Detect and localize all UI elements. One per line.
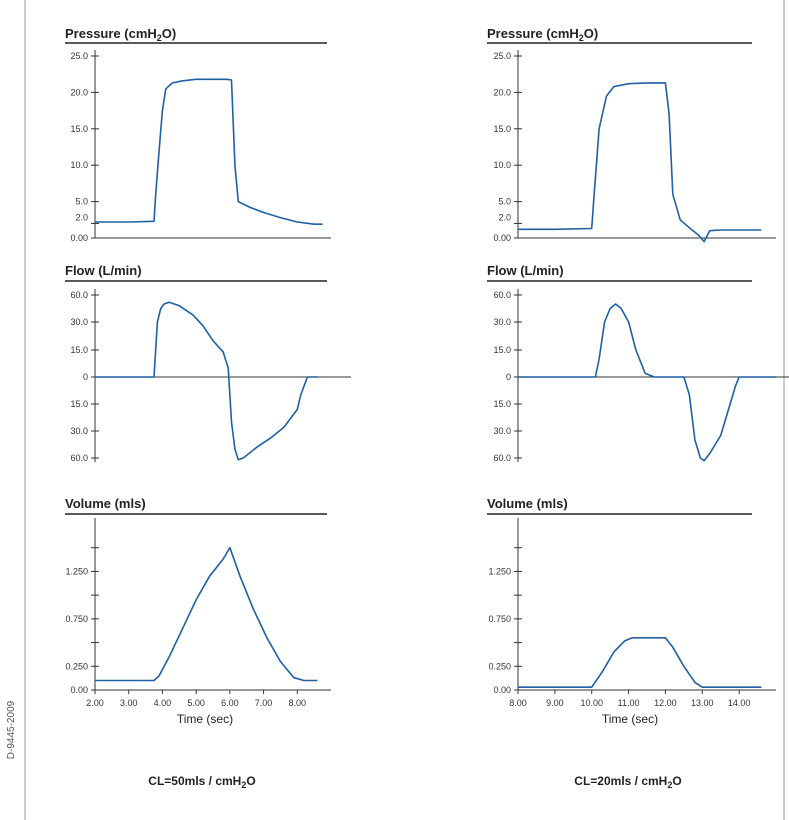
waveform-trace bbox=[518, 82, 762, 243]
y-tick-label: 0.00 bbox=[70, 233, 88, 243]
chart-title-suffix: O) bbox=[584, 26, 598, 41]
chart-title-text: Pressure (cmH bbox=[65, 26, 157, 41]
chart-title: Flow (L/min) bbox=[65, 263, 142, 278]
waveform-trace bbox=[95, 546, 318, 682]
chart-title-text: Flow (L/min) bbox=[65, 263, 142, 278]
y-tick-label: 15.0 bbox=[493, 345, 511, 355]
chart-title-text: Volume (mls) bbox=[65, 496, 146, 511]
waveform-trace bbox=[95, 78, 323, 225]
y-tick-label: 30.0 bbox=[493, 317, 511, 327]
time-axis-label-right: Time (sec) bbox=[602, 712, 658, 726]
chart-panel-4: Flow (L/min) 60.0 30.0 15.0 0 15.0 30.0 60.0 bbox=[487, 263, 789, 463]
y-tick-label: 15.0 bbox=[70, 124, 88, 134]
x-tick-label: 4.00 bbox=[154, 698, 172, 708]
waveform-trace bbox=[518, 637, 762, 688]
x-tick-label: 13.00 bbox=[691, 698, 714, 708]
y-tick-label: 25.0 bbox=[70, 51, 88, 61]
compliance-label-left: CL=50mls / cmH2O bbox=[148, 774, 255, 790]
chart-title: Pressure (cmH2O) bbox=[487, 26, 598, 43]
y-tick-label: 2.0 bbox=[75, 212, 88, 222]
chart-panel-2: Volume (mls) 1.250 0.750 0.250 0.00 2.00 3.00 4… bbox=[65, 496, 331, 708]
chart-panel-3: Pressure (cmH2O) 25.0 20.0 15.0 10.0 5.0 2.0 0.… bbox=[487, 26, 776, 243]
y-tick-label: 5.0 bbox=[75, 197, 88, 207]
y-tick-label: 2.0 bbox=[498, 212, 511, 222]
y-tick-label: 60.0 bbox=[70, 290, 88, 300]
waveform-trace bbox=[518, 303, 776, 462]
y-tick-label: 1.250 bbox=[65, 566, 88, 576]
compliance-label-right: CL=20mls / cmH2O bbox=[574, 774, 681, 790]
x-tick-label: 2.00 bbox=[86, 698, 104, 708]
chart-title: Flow (L/min) bbox=[487, 263, 564, 278]
x-tick-label: 8.00 bbox=[509, 698, 527, 708]
y-tick-label: 15.0 bbox=[70, 399, 88, 409]
y-tick-label: 60.0 bbox=[493, 290, 511, 300]
x-tick-label: 10.00 bbox=[580, 698, 603, 708]
chart-title-subscript: 2 bbox=[157, 33, 162, 43]
y-tick-label: 0.250 bbox=[488, 661, 511, 671]
figure-code: D-9445-2009 bbox=[6, 700, 17, 759]
chart-panel-0: Pressure (cmH2O) 25.0 20.0 15.0 10.0 5.0 2.0 0.… bbox=[65, 26, 331, 243]
y-tick-label: 30.0 bbox=[493, 426, 511, 436]
x-tick-label: 12.00 bbox=[654, 698, 677, 708]
y-tick-label: 0 bbox=[506, 372, 511, 382]
chart-title-text: Pressure (cmH bbox=[487, 26, 579, 41]
y-tick-label: 20.0 bbox=[70, 87, 88, 97]
x-tick-label: 14.00 bbox=[728, 698, 751, 708]
y-tick-label: 0.250 bbox=[65, 661, 88, 671]
y-tick-label: 0.00 bbox=[493, 233, 511, 243]
y-tick-label: 15.0 bbox=[493, 399, 511, 409]
chart-panel-5: Volume (mls) 1.250 0.750 0.250 0.00 8.00 9.00 1… bbox=[487, 496, 776, 708]
chart-title-text: Volume (mls) bbox=[487, 496, 568, 511]
x-tick-label: 5.00 bbox=[187, 698, 205, 708]
y-tick-label: 0 bbox=[83, 372, 88, 382]
y-tick-label: 25.0 bbox=[493, 51, 511, 61]
y-tick-label: 15.0 bbox=[70, 345, 88, 355]
y-tick-label: 1.250 bbox=[488, 566, 511, 576]
chart-panel-1: Flow (L/min) 60.0 30.0 15.0 0 15.0 30.0 60.0 bbox=[65, 263, 351, 463]
chart-title-subscript: 2 bbox=[579, 33, 584, 43]
y-tick-label: 10.0 bbox=[70, 160, 88, 170]
y-tick-label: 0.750 bbox=[65, 614, 88, 624]
y-tick-label: 60.0 bbox=[70, 453, 88, 463]
y-tick-label: 0.00 bbox=[70, 685, 88, 695]
x-tick-label: 8.00 bbox=[289, 698, 307, 708]
x-tick-label: 9.00 bbox=[546, 698, 564, 708]
y-tick-label: 0.00 bbox=[493, 685, 511, 695]
charts-group: Pressure (cmH2O)25.020.015.010.05.02.00.… bbox=[65, 26, 789, 708]
x-tick-label: 7.00 bbox=[255, 698, 273, 708]
y-tick-label: 30.0 bbox=[70, 317, 88, 327]
chart-title: Volume (mls) bbox=[65, 496, 146, 511]
y-tick-label: 30.0 bbox=[70, 426, 88, 436]
chart-title-suffix: O) bbox=[162, 26, 176, 41]
x-tick-label: 6.00 bbox=[221, 698, 239, 708]
y-tick-label: 5.0 bbox=[498, 197, 511, 207]
time-axis-label-left: Time (sec) bbox=[177, 712, 233, 726]
waveform-trace bbox=[95, 301, 318, 461]
chart-title-text: Flow (L/min) bbox=[487, 263, 564, 278]
y-tick-label: 20.0 bbox=[493, 87, 511, 97]
chart-title: Volume (mls) bbox=[487, 496, 568, 511]
y-tick-label: 0.750 bbox=[488, 614, 511, 624]
x-tick-label: 11.00 bbox=[618, 698, 640, 708]
y-tick-label: 10.0 bbox=[493, 160, 511, 170]
y-tick-label: 15.0 bbox=[493, 124, 511, 134]
chart-title: Pressure (cmH2O) bbox=[65, 26, 176, 43]
y-tick-label: 60.0 bbox=[493, 453, 511, 463]
x-tick-label: 3.00 bbox=[120, 698, 138, 708]
